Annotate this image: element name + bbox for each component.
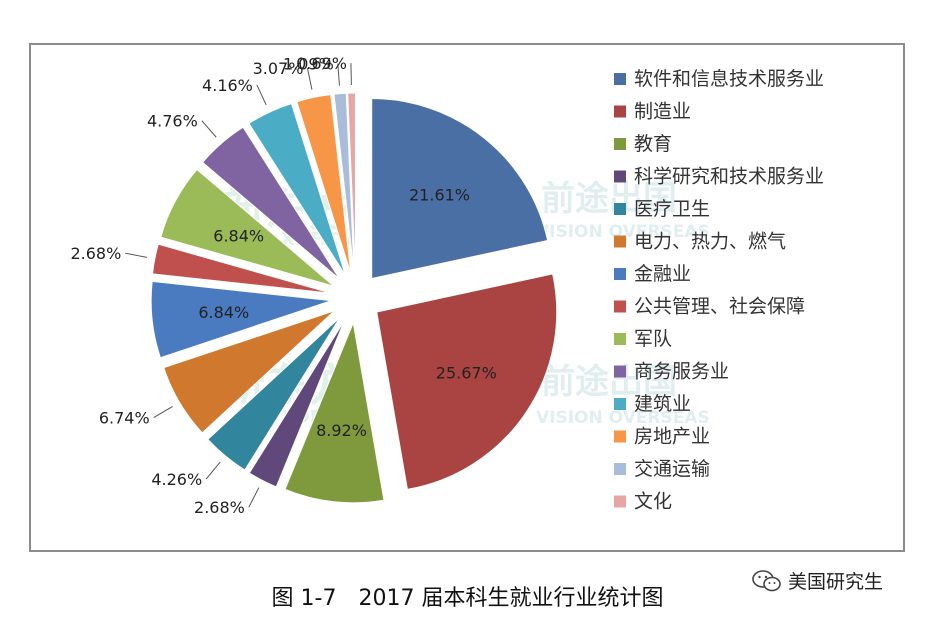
pie-label-7: 2.68% [70,244,121,263]
legend-swatch-11 [614,430,626,443]
pie-label-8: 6.84% [213,226,264,245]
leader-line-11 [306,67,313,90]
pie-slice-0 [371,98,549,280]
legend-swatch-13 [614,495,626,508]
legend-label-7: 公共管理、社会保障 [634,296,805,318]
legend-swatch-5 [614,235,626,248]
pie-slice-7 [151,243,332,294]
pie-label-0: 21.61% [409,185,470,204]
pie-slice-3 [248,319,346,488]
legend-swatch-12 [614,463,626,475]
legend-label-11: 房地产业 [634,426,710,448]
legend-swatch-0 [614,73,626,85]
leader-line-10 [256,84,267,106]
watermark-vision-en-top: VISION OVERSEAS [536,222,710,242]
pie-slice-10 [248,102,346,276]
pie-label-13: 0.69% [296,54,347,73]
legend-label-3: 科学研究和技术服务业 [634,166,824,188]
watermark-vision-bottom: 前途出国 [541,362,677,402]
legend-label-5: 电力、热力、燃气 [634,231,786,253]
legend-swatch-4 [614,203,626,215]
pie-label-2: 8.92% [316,421,367,440]
pie-label-4: 4.26% [151,470,202,489]
legend-label-2: 教育 [634,133,672,155]
legend-label-13: 文化 [634,491,672,513]
watermark-vision-en-bottom: VISION OVERSEAS [536,408,710,428]
pie-label-3: 2.68% [194,498,245,517]
leader-line-12 [337,63,340,86]
legend-label-6: 金融业 [634,263,691,285]
legend-label-12: 交通运输 [634,458,710,480]
pie-slice-12 [333,92,355,274]
legend-label-9: 商务服务业 [634,361,729,383]
legend-swatch-1 [614,105,626,118]
leader-line-4 [205,461,221,480]
pie-label-9: 4.76% [147,112,198,131]
pie-chart: 新东方 XDF.CN 前途出国 VISION OVERSEAS 新东方 XDF.… [70,54,824,517]
pie-slice-4 [207,316,341,471]
legend-label-8: 军队 [634,328,672,350]
chart-frame: 新东方 XDF.CN 前途出国 VISION OVERSEAS 新东方 XDF.… [29,43,905,552]
pie-slice-5 [163,310,335,434]
legend-label-1: 制造业 [634,101,691,123]
wechat-icon [752,569,781,591]
pie-label-5: 6.74% [99,409,150,428]
pie-slice-8 [160,168,335,287]
pie-slices [150,92,558,504]
pie-label-10: 4.16% [202,76,253,95]
pie-slice-6 [150,280,332,359]
source-badge: 美国研究生 [752,567,883,594]
pie-slice-2 [284,321,385,504]
pie-slice-9 [201,126,341,280]
legend-swatch-3 [614,170,626,183]
leader-line-5 [153,405,173,419]
legend-swatch-9 [614,365,626,378]
watermark-vision-top: 前途出国 [541,179,677,219]
legend-swatch-7 [614,300,626,313]
legend-swatch-8 [614,333,626,345]
legend-swatch-10 [614,398,626,410]
pie-slice-13 [347,92,356,274]
pie-label-1: 25.67% [436,363,497,382]
legend-label-0: 软件和信息技术服务业 [634,68,824,90]
legend-label-10: 建筑业 [634,393,691,415]
legend-label-4: 医疗卫生 [634,198,710,220]
pie-data-labels: 21.61% 25.67% 8.92% 2.68% 4.26% 6.74% 6.84% 2.6… [70,54,496,517]
label-leader-lines [125,63,352,508]
leader-line-3 [248,487,260,508]
leader-line-7 [125,252,148,258]
chart-caption: 图 1-7 2017 届本科生就业行业统计图 [271,586,664,611]
chart-legend: 软件和信息技术服务业制造业教育科学研究和技术服务业医疗卫生电力、热力、燃气金融业… [614,68,824,513]
legend-swatch-6 [614,268,626,280]
pie-label-12: 1.09% [283,55,334,74]
pie-label-6: 6.84% [198,303,249,322]
pie-label-11: 3.07% [253,59,304,78]
pie-slice-11 [296,94,352,274]
legend-swatch-2 [614,138,626,150]
pie-slice-1 [376,273,558,490]
leader-line-9 [201,120,217,138]
source-text: 美国研究生 [788,571,884,593]
